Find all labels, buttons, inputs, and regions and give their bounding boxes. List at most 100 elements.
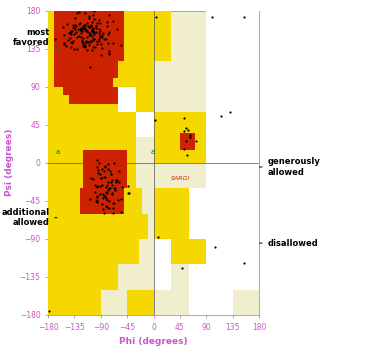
Point bbox=[87, 64, 93, 70]
Point bbox=[88, 175, 94, 181]
Point bbox=[101, 210, 107, 216]
Point bbox=[82, 42, 88, 48]
Point bbox=[99, 167, 105, 172]
Point bbox=[83, 27, 89, 33]
Point bbox=[68, 31, 74, 37]
Point bbox=[90, 36, 96, 42]
Bar bbox=[48, 163, 136, 188]
Point bbox=[125, 183, 131, 189]
Text: additional
allowed: additional allowed bbox=[1, 208, 57, 228]
Bar bbox=[48, 290, 101, 315]
X-axis label: Phi (degrees): Phi (degrees) bbox=[119, 337, 188, 346]
Point bbox=[78, 34, 84, 40]
Point bbox=[100, 191, 106, 197]
Point bbox=[105, 179, 111, 184]
Bar bbox=[83, 150, 127, 188]
Point bbox=[98, 52, 104, 57]
Bar bbox=[154, 239, 189, 315]
Point bbox=[86, 42, 92, 48]
Point bbox=[85, 39, 91, 45]
Point bbox=[94, 41, 100, 47]
Point bbox=[89, 47, 95, 52]
Point bbox=[88, 38, 94, 44]
Point bbox=[105, 40, 111, 46]
Point bbox=[97, 171, 103, 177]
Point bbox=[80, 40, 86, 46]
Point bbox=[86, 13, 92, 19]
Point bbox=[98, 175, 104, 181]
Point bbox=[94, 194, 100, 200]
Point bbox=[70, 24, 76, 30]
Text: b: b bbox=[55, 44, 60, 50]
Point bbox=[107, 185, 113, 190]
Point bbox=[65, 37, 71, 43]
Point bbox=[91, 36, 97, 42]
Point bbox=[227, 109, 233, 115]
Point bbox=[108, 172, 114, 177]
Point bbox=[99, 33, 105, 38]
Point bbox=[71, 25, 77, 30]
Point bbox=[118, 210, 124, 215]
Point bbox=[119, 184, 125, 190]
Point bbox=[97, 20, 102, 26]
Bar bbox=[171, 239, 206, 264]
Point bbox=[90, 27, 95, 33]
Point bbox=[75, 26, 81, 32]
Point bbox=[68, 44, 74, 50]
Point bbox=[109, 182, 115, 188]
Point bbox=[96, 160, 102, 166]
Point bbox=[102, 175, 108, 180]
Point bbox=[96, 38, 102, 44]
Point bbox=[104, 182, 110, 187]
Bar bbox=[154, 10, 171, 61]
Point bbox=[73, 27, 78, 32]
Point bbox=[96, 27, 102, 32]
Point bbox=[104, 20, 110, 25]
Bar bbox=[48, 239, 139, 264]
Point bbox=[118, 42, 124, 47]
Point bbox=[181, 129, 187, 134]
Point bbox=[81, 22, 87, 28]
Point bbox=[103, 36, 109, 42]
Text: a: a bbox=[55, 149, 59, 155]
Point bbox=[96, 36, 102, 42]
Point bbox=[80, 43, 86, 49]
Point bbox=[82, 23, 88, 28]
Point bbox=[193, 138, 199, 144]
Point bbox=[103, 203, 109, 209]
Point bbox=[111, 160, 117, 166]
Point bbox=[46, 308, 52, 314]
Point bbox=[97, 34, 102, 39]
Point bbox=[86, 15, 92, 20]
Bar bbox=[136, 112, 154, 137]
Point bbox=[87, 40, 93, 45]
Point bbox=[76, 33, 82, 38]
Point bbox=[110, 211, 116, 216]
Bar bbox=[154, 10, 206, 61]
Point bbox=[77, 20, 83, 26]
Point bbox=[104, 197, 110, 202]
Bar bbox=[154, 112, 206, 163]
Point bbox=[94, 197, 100, 203]
Point bbox=[73, 23, 79, 29]
Point bbox=[93, 23, 99, 29]
Point bbox=[80, 23, 86, 29]
Point bbox=[100, 46, 105, 51]
Point bbox=[71, 46, 77, 51]
Point bbox=[95, 167, 101, 173]
Point bbox=[105, 31, 111, 36]
Point bbox=[106, 51, 112, 57]
Point bbox=[125, 190, 131, 196]
Bar bbox=[48, 10, 154, 112]
Text: generously
allowed: generously allowed bbox=[209, 157, 321, 177]
Point bbox=[79, 27, 85, 33]
Point bbox=[78, 25, 84, 31]
Point bbox=[96, 17, 102, 22]
Point bbox=[74, 10, 80, 15]
Point bbox=[90, 29, 96, 35]
Bar bbox=[80, 188, 124, 214]
Point bbox=[100, 30, 106, 35]
Point bbox=[109, 191, 115, 197]
Point bbox=[95, 170, 101, 176]
Point bbox=[83, 40, 89, 45]
